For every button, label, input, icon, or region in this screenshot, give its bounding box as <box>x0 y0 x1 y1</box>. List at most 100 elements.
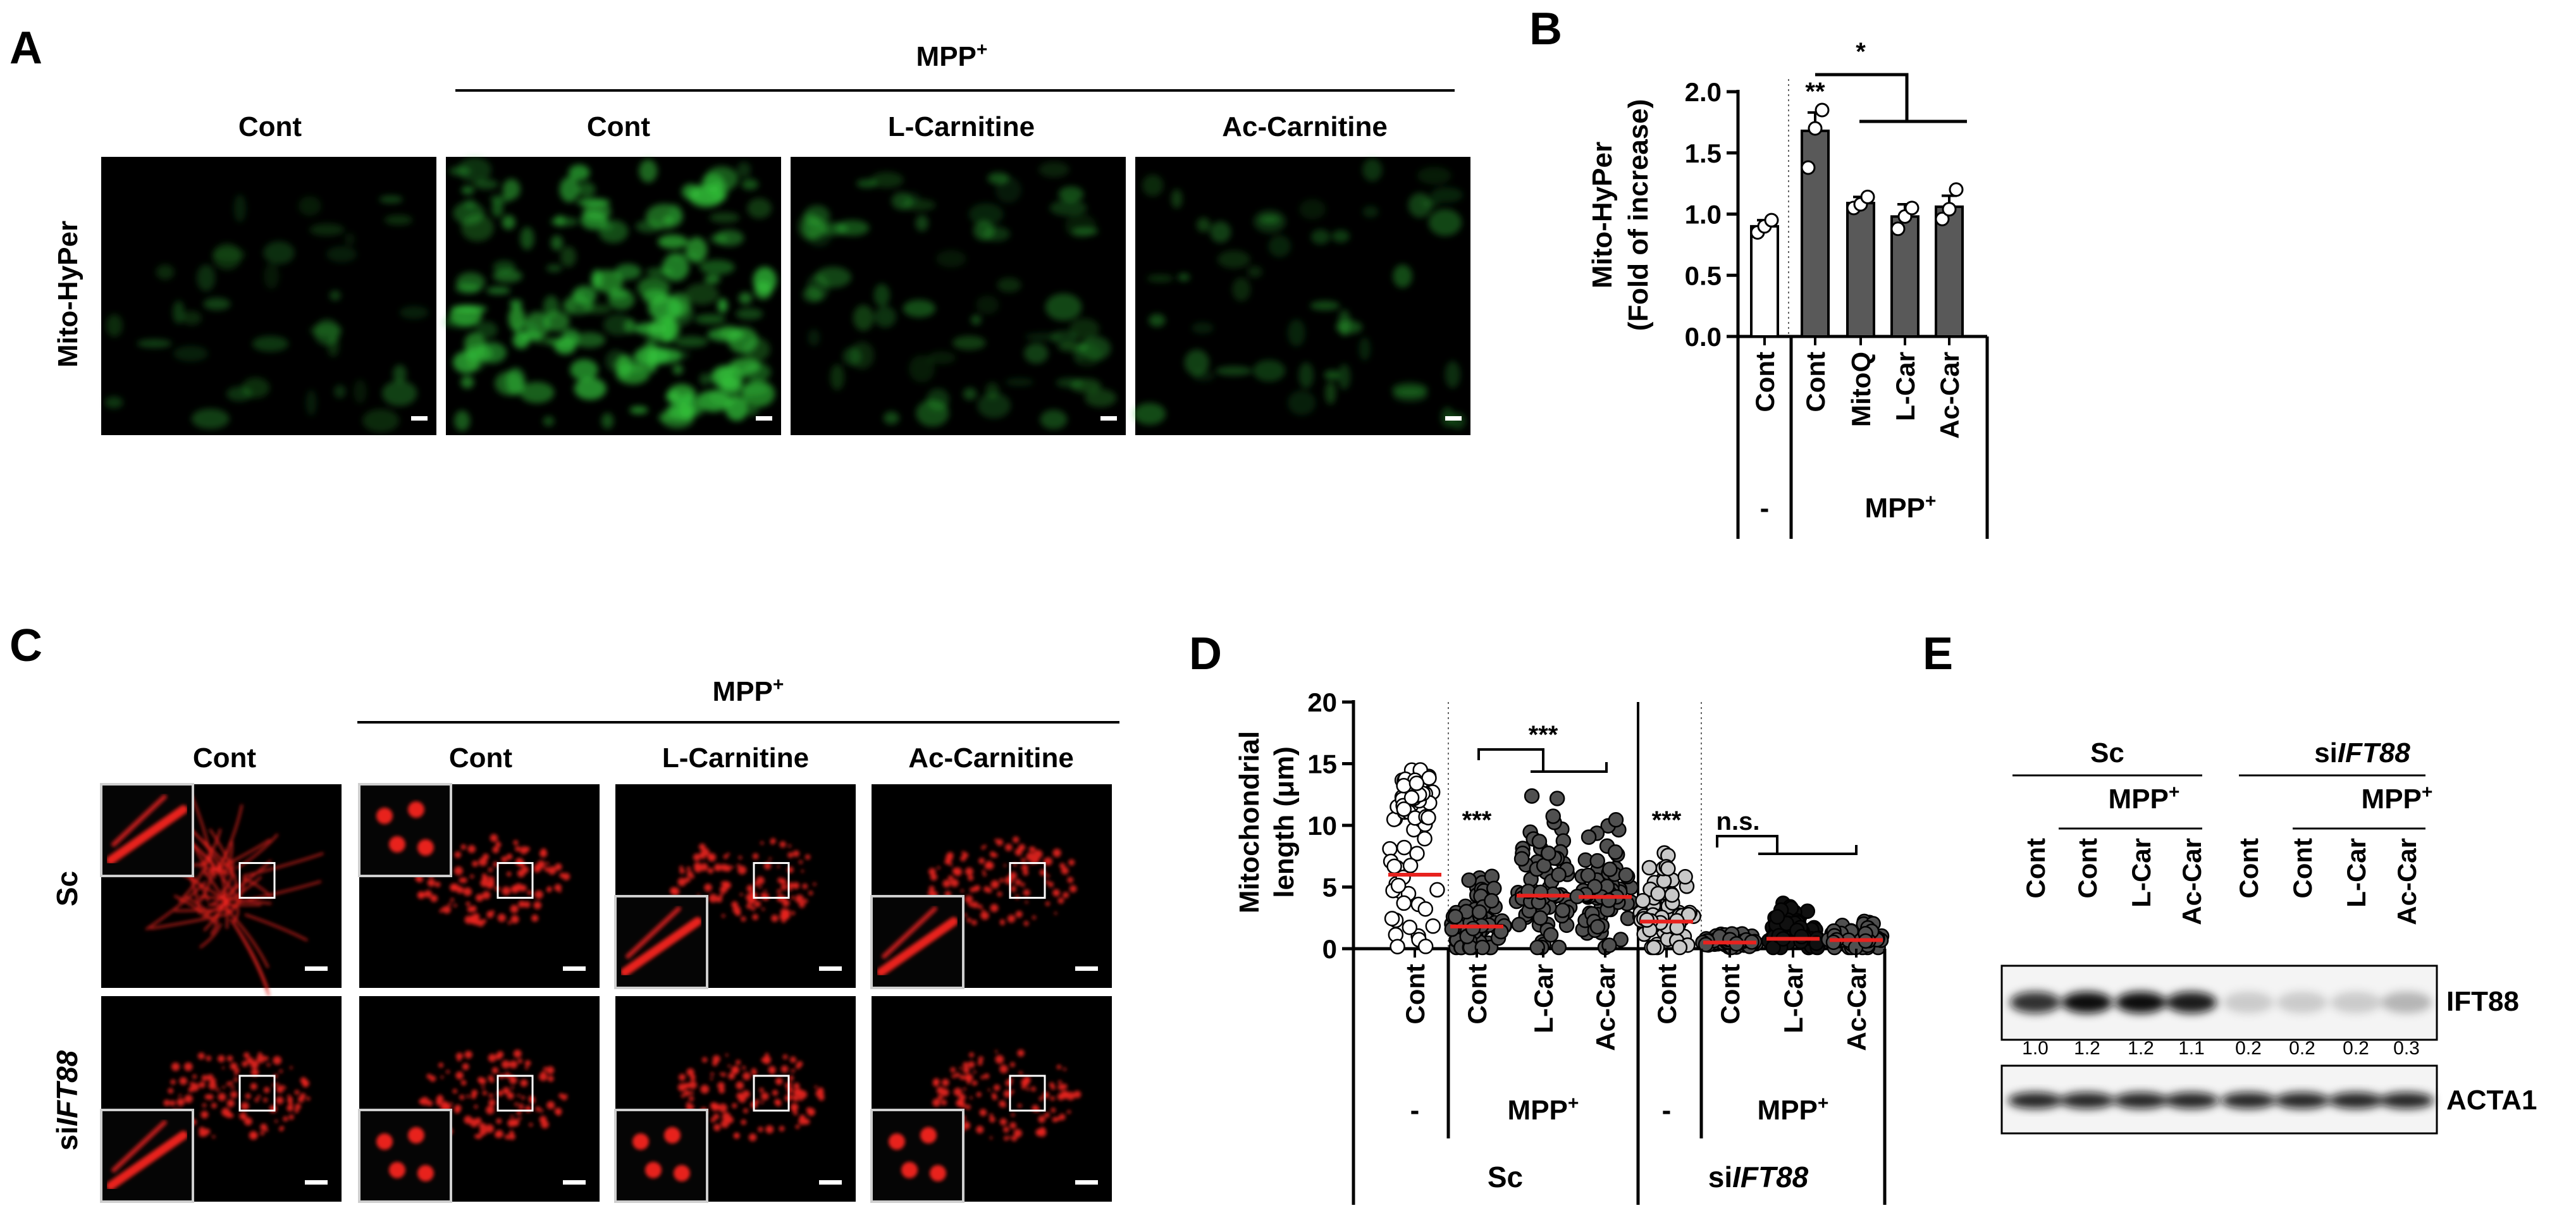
panel-c-mito-dot <box>961 1103 966 1109</box>
panel-a-cell <box>574 332 606 348</box>
panel-c-mito-dot <box>795 1125 800 1129</box>
panel-c-mito-dot <box>463 887 472 896</box>
panel-a-cell <box>546 264 562 273</box>
panel-c-micrograph-r1-c1 <box>358 996 600 1203</box>
panel-c-mito-dot <box>495 1054 499 1058</box>
panel-c-mito-dot <box>239 1112 247 1120</box>
panel-a-cell <box>743 362 772 382</box>
panel-c-mito-dot <box>752 853 759 860</box>
panel-b-point <box>1949 182 1964 197</box>
panel-c-mito-dot <box>250 1083 257 1090</box>
panel-a-cell <box>853 305 874 331</box>
panel-e-ift88-band-1 <box>2062 992 2112 1013</box>
panel-a-cell <box>968 203 1004 226</box>
panel-a-cell <box>1288 390 1316 416</box>
panel-c-mito-dot <box>999 1064 1008 1073</box>
panel-c-micrograph-r0-c0 <box>100 783 342 996</box>
panel-e-ift88-band-3 <box>2166 992 2217 1013</box>
panel-c-mito-dot <box>554 884 562 892</box>
panel-a-cell <box>1070 378 1102 393</box>
panel-d-point <box>1511 916 1527 933</box>
panel-c-mito-dot <box>1057 1083 1064 1090</box>
panel-c-mito-dot <box>787 852 794 858</box>
panel-d-point <box>1531 834 1548 849</box>
panel-c-mito-dot <box>512 1118 520 1126</box>
panel-c-mito-dot <box>505 1134 510 1140</box>
panel-a-col-label-3: Ac-Carnitine <box>1222 111 1388 142</box>
panel-c-mito-dot <box>470 905 477 913</box>
panel-c-mito-dot <box>518 901 526 908</box>
panel-c-inset-content <box>106 1120 188 1190</box>
panel-c-mito-dot <box>1046 874 1050 878</box>
panel-b-group-mpp: MPP+ <box>1865 491 1937 524</box>
panel-c-mito-dot <box>539 1072 548 1082</box>
panel-c-mito-dot <box>226 1099 235 1107</box>
panel-c-mito-dot <box>208 1082 217 1090</box>
panel-c-mito-dot <box>454 866 463 875</box>
panel-c-mito-dot <box>421 1097 429 1106</box>
panel-c-mito-tubule <box>175 908 231 912</box>
panel-c-mito-dot <box>730 865 734 869</box>
panel-e-quant-label-2: 1.2 <box>2128 1038 2154 1059</box>
panel-c-mito-dot <box>209 1079 215 1085</box>
panel-c-mito-dot <box>713 1113 720 1120</box>
panel-d-group-minus-2: - <box>1662 1095 1672 1126</box>
panel-c-mito-tubule <box>173 894 216 924</box>
panel-a-cell <box>1428 209 1462 236</box>
panel-c-mito-dot <box>746 903 752 909</box>
panel-c-mito-dot <box>774 1099 781 1106</box>
panel-c-mito-dot <box>1018 1104 1022 1108</box>
panel-a-cell <box>971 314 982 325</box>
panel-a-cell <box>491 200 503 218</box>
panel-c-inset-tubule <box>620 917 702 977</box>
panel-c-mito-dot <box>724 865 732 872</box>
panel-c-mito-dot <box>976 1125 984 1134</box>
panel-d-point <box>1660 861 1676 877</box>
panel-a-cell <box>754 281 772 300</box>
panel-c-mito-dot <box>276 1096 284 1105</box>
panel-a-scale-bar <box>756 416 772 421</box>
panel-c-inset-dot <box>889 1133 905 1150</box>
panel-c-mito-dot <box>424 890 432 898</box>
panel-c-inset-dot <box>376 1133 393 1150</box>
panel-c-mito-dot <box>971 920 977 925</box>
panel-c-mito-dot <box>788 1075 794 1081</box>
panel-c-mito-dot <box>739 892 743 896</box>
panel-a-cell <box>742 380 775 407</box>
panel-c-scale-bar <box>563 1180 586 1185</box>
panel-c-mito-dot <box>1044 1112 1050 1118</box>
panel-c-micrograph-r0-c2 <box>614 784 856 989</box>
panel-b-point <box>1815 102 1830 118</box>
panel-c-mito-dot <box>488 1054 496 1063</box>
panel-c-mito-dot <box>457 1058 460 1062</box>
panel-c-mito-tubule <box>204 839 271 876</box>
panel-c-mito-dot <box>686 1068 694 1076</box>
panel-e-mpp-label-1: MPP+ <box>2109 782 2180 815</box>
panel-c-mito-dot <box>534 863 542 872</box>
panel-c-mito-dot <box>269 1105 278 1113</box>
panel-c-mito-dot <box>1015 911 1023 918</box>
panel-c-zoom-box <box>238 862 276 899</box>
panel-c-mito-dot <box>501 856 508 863</box>
panel-e-acta1-band-6 <box>2329 1092 2383 1109</box>
panel-c-mito-dot <box>1007 915 1016 923</box>
panel-b-ytick-label-3: 1.5 <box>1685 139 1722 168</box>
panel-c-mito-dot <box>229 1113 234 1118</box>
panel-c-zoom-box <box>238 1075 276 1112</box>
panel-d-point <box>1390 877 1407 894</box>
panel-c-mito-dot <box>786 1086 793 1093</box>
panel-b-bar-4 <box>1935 205 1964 338</box>
panel-a-cell <box>334 385 346 398</box>
panel-c-mito-dot <box>947 875 954 881</box>
panel-c-mito-dot <box>454 1107 460 1114</box>
panel-a-cell <box>476 321 498 339</box>
panel-a-cell <box>1298 362 1314 389</box>
panel-c-mito-dot <box>1000 919 1004 923</box>
panel-c-mito-dot <box>184 1094 193 1104</box>
panel-c-mito-dot <box>802 883 808 889</box>
panel-c-mito-dot <box>779 1126 785 1131</box>
panel-c-mito-dot <box>737 865 747 875</box>
panel-c-mito-dot <box>959 1075 965 1080</box>
panel-c-mito-dot <box>488 879 495 886</box>
panel-a-letter: A <box>9 23 42 73</box>
